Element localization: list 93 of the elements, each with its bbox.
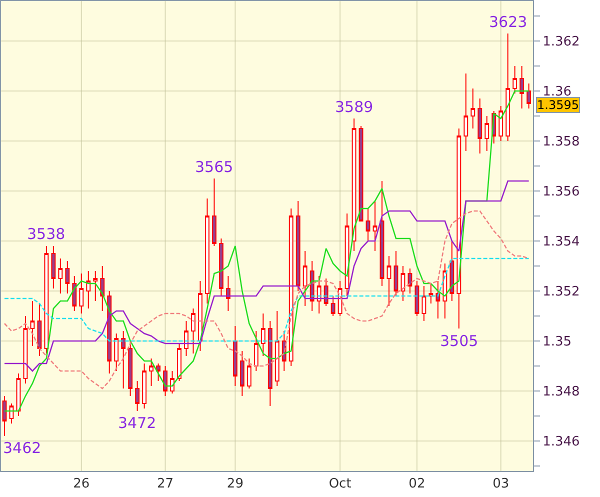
annotation: 3505 — [440, 332, 478, 350]
line-series — [4, 210, 530, 390]
candlestick — [310, 260, 314, 312]
candlestick — [2, 396, 7, 436]
candlestick — [149, 358, 154, 386]
candlestick — [380, 180, 384, 286]
candlestick — [128, 340, 133, 396]
candlestick — [498, 106, 504, 142]
candlestick — [254, 330, 258, 372]
annotation: 3472 — [118, 414, 156, 432]
candlestick — [260, 313, 266, 356]
candlestick — [324, 278, 328, 306]
candlestick — [177, 343, 182, 382]
annotation: 3462 — [3, 439, 42, 457]
candlestick — [100, 266, 105, 312]
candlestick — [212, 178, 216, 246]
candlestick — [506, 33, 510, 142]
y-tick-label: 1.35 — [542, 334, 572, 350]
candlestick — [344, 213, 350, 296]
candlestick — [352, 118, 356, 252]
candlestick — [422, 286, 426, 322]
candlestick — [246, 358, 252, 389]
candlestick — [484, 116, 490, 152]
candlestick — [274, 310, 280, 386]
candlestick — [400, 266, 406, 302]
candlestick — [135, 380, 140, 412]
candlestick — [163, 366, 168, 396]
candlestick — [44, 246, 49, 354]
y-tick-label: 1.356 — [542, 184, 580, 200]
candlestick — [93, 270, 98, 302]
y-tick-label: 1.352 — [542, 284, 580, 300]
annotation: 3538 — [27, 225, 66, 243]
candlestick — [436, 280, 440, 319]
x-tick-label: 27 — [157, 476, 174, 492]
candlestick — [464, 73, 468, 152]
candlestick — [268, 320, 272, 406]
candlestick — [191, 308, 196, 354]
candlestick — [288, 208, 294, 366]
candlestick — [198, 280, 202, 352]
x-tick-label: 26 — [73, 476, 90, 492]
candlestick — [205, 198, 210, 304]
y-tick-label: 1.354 — [542, 234, 580, 250]
candlestick — [51, 246, 56, 289]
candlestick — [58, 258, 63, 294]
candlestick — [86, 270, 91, 309]
candlestick — [520, 66, 524, 109]
y-tick-label: 1.358 — [542, 134, 580, 150]
candlestick — [456, 128, 462, 329]
x-tick-label: Oct — [328, 476, 352, 492]
candlestick — [450, 240, 454, 302]
candlestick — [414, 280, 420, 316]
line-series — [4, 90, 530, 412]
candlestick — [428, 283, 434, 304]
candlestick — [366, 208, 370, 242]
candlestick — [219, 238, 224, 296]
candlestick — [37, 303, 42, 356]
candlestick — [408, 268, 412, 294]
x-tick-label: 02 — [408, 476, 426, 492]
candlestick — [372, 200, 378, 252]
candlestick — [330, 296, 336, 316]
candlestick — [65, 260, 70, 294]
candlestick — [316, 276, 322, 314]
candlestick — [386, 256, 392, 306]
x-tick-label: 03 — [492, 476, 510, 492]
y-tick-label: 1.362 — [542, 34, 580, 50]
candlestick — [79, 273, 84, 314]
candlestick — [240, 350, 244, 396]
candlestick — [184, 320, 188, 356]
candlestick — [72, 276, 77, 312]
candlestick — [114, 333, 119, 372]
annotation: 3623 — [489, 13, 528, 31]
candlestick — [296, 200, 300, 292]
candlestick — [470, 88, 476, 129]
candlestick — [121, 330, 126, 389]
text: 1.3595 — [537, 98, 579, 112]
y-tick-label: 1.348 — [542, 384, 580, 400]
candlestick — [512, 66, 518, 94]
x-tick-label: 29 — [226, 476, 244, 492]
annotation: 3565 — [195, 158, 234, 176]
candlestick — [23, 316, 28, 384]
annotation: 3589 — [335, 98, 374, 116]
candlestick — [156, 363, 161, 382]
candlestick — [302, 250, 308, 306]
candlestick — [30, 300, 35, 346]
candlestick — [142, 363, 147, 409]
candlestick — [232, 326, 238, 386]
candlestick — [394, 250, 398, 296]
candlestick — [526, 83, 532, 109]
y-tick-label: 1.36 — [542, 84, 572, 100]
candlestick — [478, 98, 482, 154]
line-series — [4, 180, 530, 372]
y-tick-label: 1.346 — [542, 434, 580, 450]
candlestick — [226, 276, 230, 312]
